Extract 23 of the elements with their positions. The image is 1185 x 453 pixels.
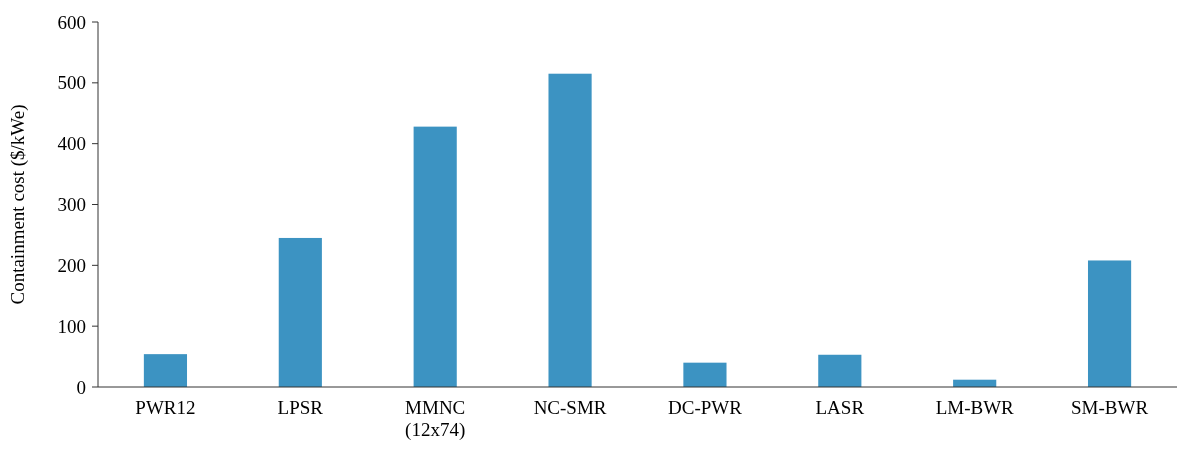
- x-tick-label: LASR: [815, 397, 865, 418]
- x-tick-label: SM-BWR: [1071, 397, 1149, 418]
- bar: [548, 73, 592, 387]
- bar: [143, 354, 188, 387]
- y-tick-label: 200: [57, 254, 86, 276]
- y-tick-label: 0: [76, 376, 86, 398]
- y-tick-label: 600: [57, 11, 86, 33]
- y-tick-label: 300: [57, 194, 86, 216]
- x-tick-label: DC-PWR: [667, 397, 743, 418]
- bar: [413, 126, 457, 387]
- y-tick-label: 500: [57, 72, 86, 94]
- x-tick-label: NC-SMR: [533, 397, 607, 418]
- y-tick-label: 400: [57, 133, 86, 155]
- bar: [1087, 260, 1132, 387]
- x-tick-label: LM-BWR: [935, 397, 1015, 418]
- bar: [818, 354, 862, 387]
- x-tick-label: MMNC (12x74): [405, 397, 466, 441]
- y-axis-title: Containment cost ($/kWe): [7, 104, 29, 305]
- x-tick-label: LPSR: [277, 397, 324, 418]
- bar: [278, 237, 322, 387]
- x-tick-label: PWR12: [135, 397, 196, 418]
- bar: [683, 362, 727, 387]
- y-tick-label: 100: [57, 315, 86, 337]
